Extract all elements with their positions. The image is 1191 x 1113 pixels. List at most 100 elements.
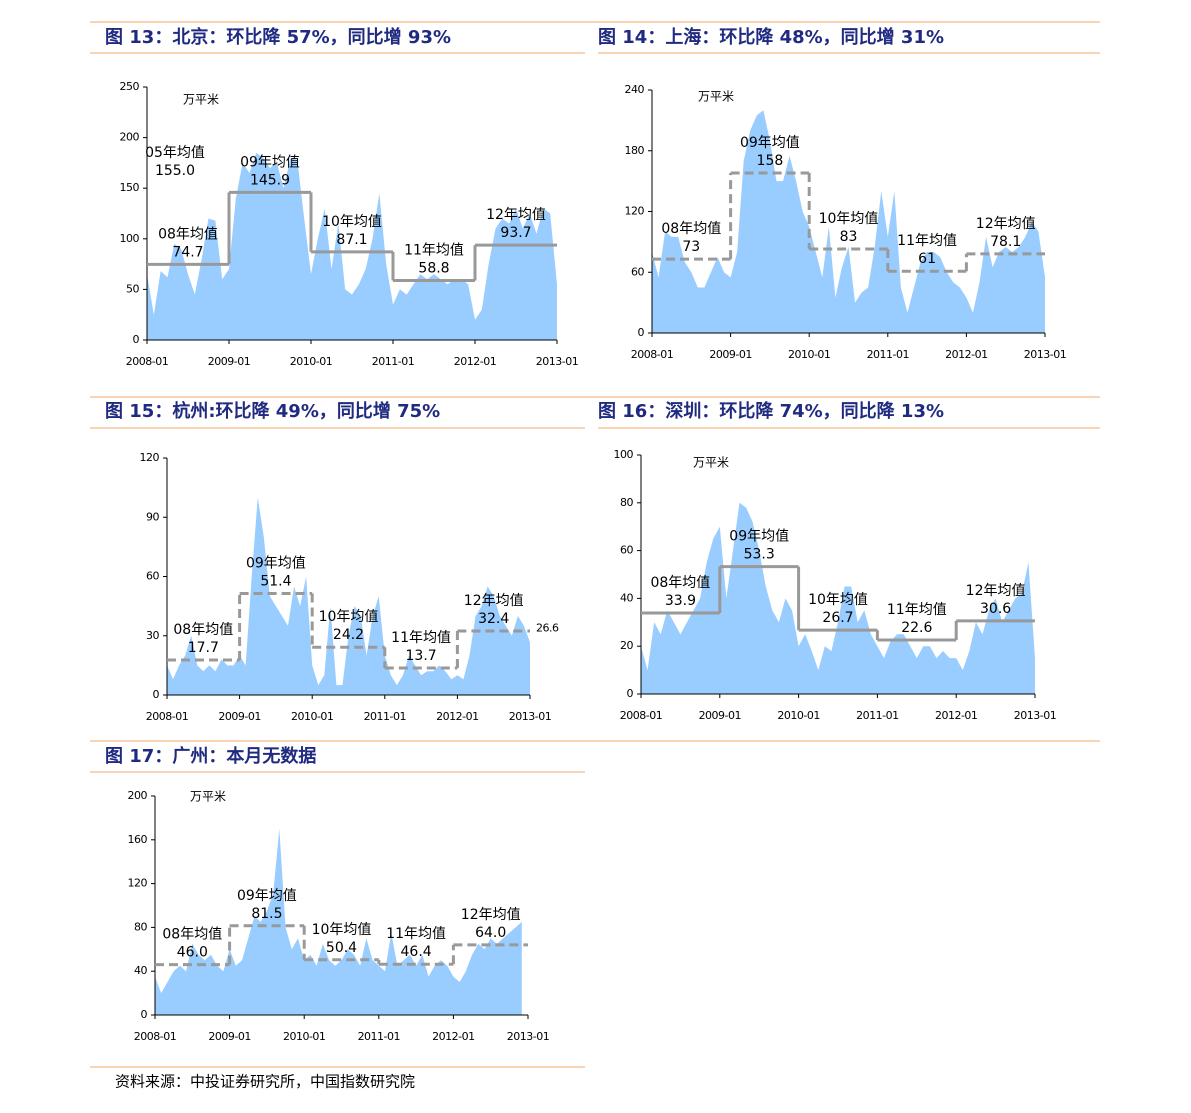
x-tick-label: 2009-01 [208, 355, 250, 368]
average-value: 30.6 [980, 601, 1011, 617]
unit-label: 万平米 [698, 90, 734, 104]
average-name: 09年均值 [729, 529, 789, 545]
x-tick-label: 2008-01 [134, 1030, 176, 1043]
x-tick-label: 2009-01 [208, 1030, 250, 1043]
x-tick-label: 2008-01 [631, 348, 673, 361]
x-tick-label: 2013-01 [1014, 709, 1056, 722]
average-name: 09年均值 [246, 555, 306, 571]
y-tick-label: 60 [620, 544, 633, 557]
section-rules [90, 21, 1100, 1068]
average-name: 12年均值 [486, 207, 546, 223]
average-name: 12年均值 [464, 593, 524, 609]
source: 资料来源：中投证券研究所，中国指数研究院 [115, 1073, 415, 1091]
y-tick-label: 60 [631, 265, 644, 278]
y-tick-label: 50 [126, 282, 139, 295]
x-tick-label: 2012-01 [454, 355, 496, 368]
x-tick-label: 2010-01 [788, 348, 830, 361]
x-tick-label: 2008-01 [620, 709, 662, 722]
x-tick-label: 2011-01 [867, 348, 909, 361]
average-value: 158 [757, 153, 784, 169]
average-name: 11年均值 [404, 242, 464, 258]
average-name: 11年均值 [391, 630, 451, 646]
y-tick-label: 40 [620, 591, 633, 604]
x-tick-label: 2012-01 [935, 709, 977, 722]
x-tick-label: 2010-01 [290, 355, 332, 368]
average-value: 93.7 [500, 225, 531, 241]
average-value: 33.9 [665, 593, 696, 609]
average-name: 11年均值 [897, 233, 957, 249]
area [155, 828, 522, 1015]
chart-title: 图 15：杭州:环比降 49%，同比增 75% [105, 400, 440, 422]
area [652, 110, 1045, 333]
average-name: 12年均值 [966, 583, 1026, 599]
y-tick-label: 240 [625, 83, 645, 96]
y-tick-label: 250 [120, 80, 140, 93]
y-tick-label: 200 [128, 789, 148, 802]
average-name: 09年均值 [237, 888, 297, 904]
average-name: 10年均值 [319, 609, 379, 625]
average-name: 08年均值 [661, 221, 721, 237]
x-tick-label: 2011-01 [364, 710, 406, 723]
data-label: 26.6 [536, 621, 559, 634]
average-name: 11年均值 [887, 602, 947, 618]
x-tick-label: 2013-01 [509, 710, 551, 723]
average-name: 08年均值 [162, 927, 222, 943]
average-value: 26.7 [822, 610, 853, 626]
average-name: 10年均值 [808, 592, 868, 608]
average-name: 09年均值 [740, 135, 800, 151]
x-tick-label: 2013-01 [507, 1030, 549, 1043]
x-tick-label: 2012-01 [945, 348, 987, 361]
average-value: 74.7 [172, 244, 203, 260]
average-value: 78.1 [990, 234, 1021, 250]
y-tick-label: 160 [128, 833, 148, 846]
x-tick-label: 2009-01 [709, 348, 751, 361]
y-tick-label: 120 [128, 877, 148, 890]
y-tick-label: 60 [146, 570, 159, 583]
average-name: 09年均值 [240, 154, 300, 170]
x-tick-label: 2012-01 [436, 710, 478, 723]
x-tick-label: 2011-01 [856, 709, 898, 722]
x-tick-label: 2010-01 [291, 710, 333, 723]
average-name: 12年均值 [976, 216, 1036, 232]
x-tick-label: 2008-01 [146, 710, 188, 723]
y-tick-label: 100 [120, 232, 140, 245]
y-tick-label: 120 [140, 451, 160, 464]
average-name: 10年均值 [322, 214, 382, 230]
area [147, 152, 557, 340]
average-name: 12年均值 [461, 907, 521, 923]
y-tick-label: 180 [625, 144, 645, 157]
average-value: 53.3 [744, 547, 775, 563]
x-tick-label: 2013-01 [1024, 348, 1066, 361]
area [167, 497, 530, 695]
average-value: 64.0 [475, 925, 506, 941]
average-name: 08年均值 [650, 575, 710, 591]
y-tick-label: 80 [620, 496, 633, 509]
average-name: 08年均值 [158, 226, 218, 242]
x-tick-label: 2011-01 [358, 1030, 400, 1043]
y-tick-label: 120 [625, 205, 645, 218]
y-tick-label: 150 [120, 181, 140, 194]
unit-label: 万平米 [183, 93, 219, 107]
y-tick-label: 0 [153, 688, 160, 701]
y-tick-label: 0 [141, 1008, 148, 1021]
average-value: 50.4 [326, 940, 357, 956]
y-tick-label: 90 [146, 510, 159, 523]
unit-label: 万平米 [693, 456, 729, 470]
average-value: 145.9 [250, 172, 290, 188]
average-value: 61 [918, 251, 936, 267]
y-tick-label: 30 [146, 629, 159, 642]
chart-title: 图 13：北京：环比降 57%，同比增 93% [105, 26, 451, 48]
average-value: 46.0 [177, 945, 208, 961]
x-tick-label: 2009-01 [218, 710, 260, 723]
y-tick-label: 0 [638, 326, 645, 339]
average-value: 155.0 [155, 163, 195, 179]
average-value: 22.6 [901, 620, 932, 636]
x-tick-label: 2009-01 [699, 709, 741, 722]
area [641, 502, 1035, 694]
average-value: 24.2 [333, 627, 364, 643]
y-tick-label: 200 [120, 131, 140, 144]
x-tick-label: 2008-01 [126, 355, 168, 368]
x-tick-label: 2010-01 [283, 1030, 325, 1043]
average-value: 58.8 [418, 260, 449, 276]
